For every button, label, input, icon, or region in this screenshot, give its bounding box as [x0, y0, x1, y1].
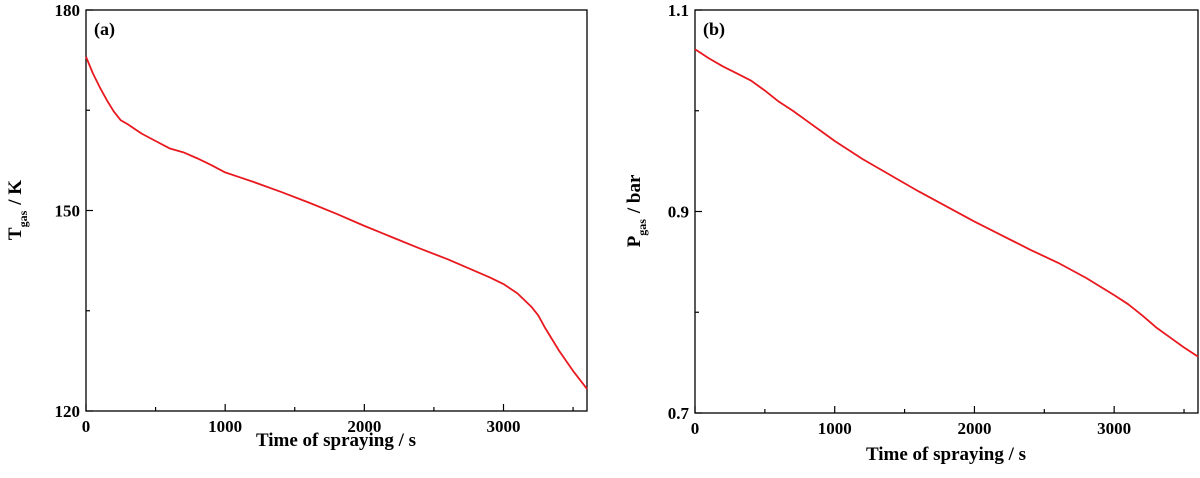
series-line-b — [694, 48, 1199, 358]
x-tick-label: 3000 — [487, 417, 521, 436]
x-tick-label: 2000 — [347, 417, 381, 436]
y-tick-label: 150 — [55, 202, 81, 221]
y-tick-label: 0.9 — [668, 203, 689, 222]
x-tick-label: 2000 — [957, 419, 991, 438]
panel-a: (a) 0 1000 2000 3000 120 150 180 Time of spray… — [5, 1, 588, 451]
x-tick-label: 0 — [82, 417, 91, 436]
y-tick-label: 180 — [55, 1, 81, 20]
axis-ticks-b: 0 1000 2000 3000 0.7 0.9 1.1 — [668, 1, 1185, 438]
y-axis-title-a-main: T — [5, 227, 26, 240]
series-line-a — [85, 56, 588, 390]
y-axis-title-b-unit: / bar — [624, 174, 645, 214]
panel-label-b: (b) — [703, 19, 725, 40]
x-tick-label: 1000 — [208, 417, 242, 436]
y-axis-title-b-main: P — [624, 235, 645, 247]
panel-label-a: (a) — [94, 19, 115, 40]
y-tick-label: 1.1 — [668, 1, 689, 20]
y-axis-title-b: Pgas / bar — [624, 174, 649, 247]
plot-area-b — [694, 9, 1199, 414]
plot-area-a — [85, 9, 588, 412]
y-tick-label: 120 — [55, 402, 81, 421]
y-axis-title-a-sub: gas — [16, 210, 30, 227]
x-tick-label: 3000 — [1097, 419, 1131, 438]
x-axis-title-a: Time of spraying / s — [256, 430, 416, 451]
x-tick-label: 0 — [691, 419, 700, 438]
y-axis-title-a-unit: / K — [5, 180, 26, 206]
panel-b: (b) 0 1000 2000 3000 0.7 0.9 1.1 Time of spray… — [624, 1, 1199, 465]
y-axis-title-a: Tgas / K — [5, 180, 30, 240]
x-tick-label: 1000 — [818, 419, 852, 438]
y-axis-title-b-sub: gas — [635, 219, 649, 236]
x-axis-title-b: Time of spraying / s — [866, 444, 1026, 465]
axis-ticks-a: 0 1000 2000 3000 120 150 180 — [55, 1, 574, 436]
y-tick-label: 0.7 — [668, 404, 690, 423]
